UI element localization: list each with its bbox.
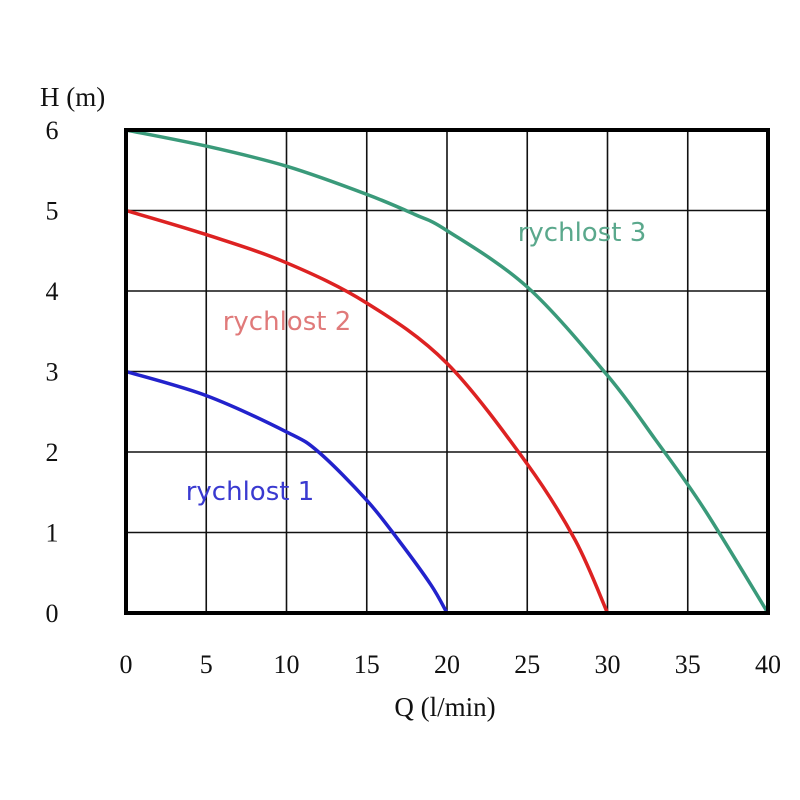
x-tick-label: 20	[434, 650, 460, 679]
series-line-3	[124, 128, 770, 615]
tick-labels: 0 5 10 15 20 25 30 35 40 0 1 2 3 4 5 6	[46, 116, 782, 679]
y-axis-label: H (m)	[40, 82, 105, 112]
x-tick-label: 15	[354, 650, 380, 679]
y-tick-label: 5	[46, 197, 59, 226]
x-axis-label: Q (l/min)	[394, 692, 495, 722]
x-tick-label: 5	[200, 650, 213, 679]
plot-frame	[124, 128, 770, 615]
x-tick-label: 40	[755, 650, 781, 679]
x-tick-label: 0	[120, 650, 133, 679]
x-tick-label: 30	[595, 650, 621, 679]
series-label-2: rychlost 2	[223, 307, 352, 337]
y-tick-label: 0	[46, 599, 59, 628]
y-tick-label: 2	[46, 438, 59, 467]
x-tick-label: 25	[514, 650, 540, 679]
curves	[124, 128, 770, 615]
series-label-1: rychlost 1	[186, 477, 315, 507]
y-tick-label: 6	[46, 116, 59, 145]
series-labels: rychlost 1 rychlost 2 rychlost 3	[186, 218, 647, 507]
y-tick-label: 3	[46, 358, 59, 387]
series-label-3: rychlost 3	[518, 218, 647, 248]
series-line-1	[124, 369, 449, 615]
x-tick-label: 35	[675, 650, 701, 679]
y-tick-label: 1	[46, 519, 59, 548]
x-tick-label: 10	[274, 650, 300, 679]
series-line-2	[124, 208, 610, 615]
grid	[125, 129, 769, 614]
y-tick-label: 4	[46, 277, 59, 306]
